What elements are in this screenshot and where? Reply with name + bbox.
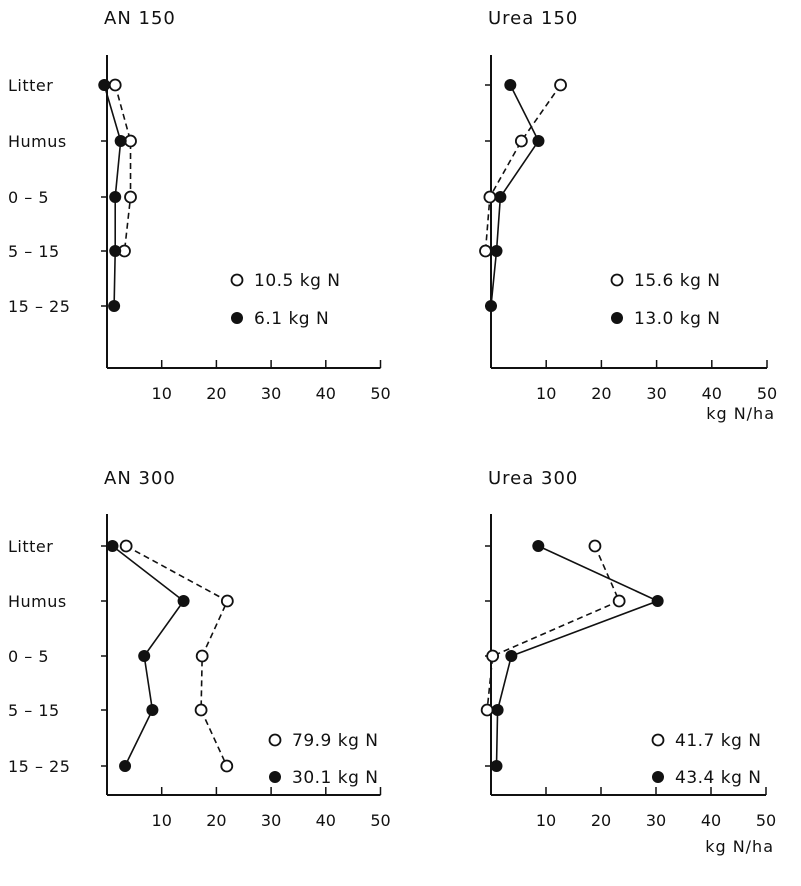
legend-marker-open bbox=[651, 733, 665, 747]
legend-label: 15.6 kg N bbox=[634, 271, 721, 291]
data-point-open bbox=[486, 649, 500, 663]
panel-title: AN 300 bbox=[104, 468, 176, 489]
data-point-filled bbox=[138, 650, 151, 662]
x-tick-label: 40 bbox=[316, 384, 336, 403]
legend-label: 43.4 kg N bbox=[675, 768, 762, 788]
y-tick-label: 15 – 25 bbox=[8, 297, 70, 316]
data-point-filled bbox=[106, 540, 119, 552]
legend-marker-open bbox=[610, 273, 624, 287]
data-point-open bbox=[588, 539, 602, 553]
data-point-filled bbox=[485, 300, 497, 312]
x-tick-label: 30 bbox=[261, 811, 281, 830]
data-point-filled bbox=[494, 191, 507, 203]
y-tick-label: 5 – 15 bbox=[8, 701, 60, 720]
x-tick-label: 40 bbox=[316, 811, 336, 830]
x-tick-label: 50 bbox=[757, 384, 777, 403]
data-point-filled bbox=[504, 79, 517, 91]
data-point-open bbox=[194, 703, 208, 717]
data-point-filled bbox=[505, 650, 518, 662]
x-tick-label: 30 bbox=[646, 811, 666, 830]
series-line-2 bbox=[495, 545, 660, 767]
legend-label: 41.7 kg N bbox=[675, 731, 762, 751]
data-point-filled bbox=[651, 595, 664, 607]
legend-marker-filled bbox=[231, 312, 243, 324]
x-axis-label: kg N/ha bbox=[706, 404, 775, 423]
x-tick-label: 50 bbox=[756, 811, 776, 830]
data-point-open bbox=[483, 190, 497, 204]
panel-title: Urea 150 bbox=[488, 8, 578, 29]
legend-marker-filled bbox=[611, 312, 623, 324]
data-point-open bbox=[514, 134, 528, 148]
panel-title: AN 150 bbox=[104, 8, 176, 29]
data-point-filled bbox=[490, 245, 503, 257]
x-tick-label: 10 bbox=[536, 384, 556, 403]
data-point-filled bbox=[146, 704, 159, 716]
series-line-1 bbox=[114, 84, 132, 252]
legend-marker-open bbox=[268, 733, 282, 747]
x-tick-label: 10 bbox=[536, 811, 556, 830]
x-tick-label: 20 bbox=[591, 811, 611, 830]
legend-label: 13.0 kg N bbox=[634, 309, 721, 329]
x-tick-label: 10 bbox=[152, 811, 172, 830]
data-point-filled bbox=[109, 191, 122, 203]
data-point-filled bbox=[119, 760, 132, 772]
data-point-filled bbox=[490, 760, 503, 772]
y-tick-label: 0 – 5 bbox=[8, 647, 49, 666]
data-point-open bbox=[220, 759, 234, 773]
data-point-filled bbox=[491, 704, 504, 716]
x-tick-label: 40 bbox=[701, 811, 721, 830]
y-tick-label: Humus bbox=[8, 132, 67, 151]
legend-label: 79.9 kg N bbox=[292, 731, 379, 751]
data-point-open bbox=[612, 594, 626, 608]
panel-4: Urea 300 10 20 30 40 50 kg N/ha 41.7 kg N 43.4 k… bbox=[480, 468, 776, 856]
x-tick-label: 20 bbox=[206, 384, 226, 403]
panel-1: AN 150 10 20 30 40 50 Litter Humus 0 – 5 5 – 15 15… bbox=[8, 8, 391, 403]
legend-label: 6.1 kg N bbox=[254, 309, 329, 329]
legend-label: 30.1 kg N bbox=[292, 768, 379, 788]
data-point-open bbox=[195, 649, 209, 663]
data-point-filled bbox=[114, 135, 127, 147]
legend-label: 10.5 kg N bbox=[254, 271, 341, 291]
x-tick-label: 50 bbox=[370, 811, 390, 830]
y-tick-label: 5 – 15 bbox=[8, 242, 60, 261]
series-line-1 bbox=[486, 545, 621, 711]
x-tick-label: 10 bbox=[152, 384, 172, 403]
data-point-filled bbox=[532, 135, 545, 147]
panel-title: Urea 300 bbox=[488, 468, 578, 489]
x-tick-label: 30 bbox=[646, 384, 666, 403]
data-point-open bbox=[479, 244, 492, 258]
x-axis-label: kg N/ha bbox=[705, 837, 774, 856]
legend-marker-open bbox=[230, 273, 244, 287]
legend-marker-filled bbox=[269, 771, 281, 783]
data-point-filled bbox=[532, 540, 545, 552]
data-point-open bbox=[480, 703, 494, 717]
data-point-open bbox=[119, 539, 133, 553]
series-line-1 bbox=[484, 84, 562, 252]
legend-marker-filled bbox=[652, 771, 664, 783]
y-tick-label: Litter bbox=[8, 76, 53, 95]
data-point-filled bbox=[177, 595, 190, 607]
data-point-open bbox=[220, 594, 234, 608]
data-point-filled bbox=[98, 79, 111, 91]
panel-3: AN 300 10 20 30 40 50 Litter Humus 0 – 5 5 – 15 15… bbox=[8, 468, 391, 830]
data-point-open bbox=[554, 78, 567, 92]
data-point-open bbox=[108, 78, 122, 92]
data-point-open bbox=[124, 190, 137, 204]
y-tick-label: 0 – 5 bbox=[8, 188, 49, 207]
y-tick-label: 15 – 25 bbox=[8, 757, 70, 776]
x-tick-label: 40 bbox=[702, 384, 722, 403]
y-tick-label: Humus bbox=[8, 592, 67, 611]
x-tick-label: 30 bbox=[261, 384, 281, 403]
x-tick-label: 20 bbox=[591, 384, 611, 403]
x-tick-label: 20 bbox=[206, 811, 226, 830]
x-tick-label: 50 bbox=[370, 384, 390, 403]
y-tick-label: Litter bbox=[8, 537, 53, 556]
data-point-filled bbox=[108, 300, 121, 312]
data-point-filled bbox=[109, 245, 122, 257]
